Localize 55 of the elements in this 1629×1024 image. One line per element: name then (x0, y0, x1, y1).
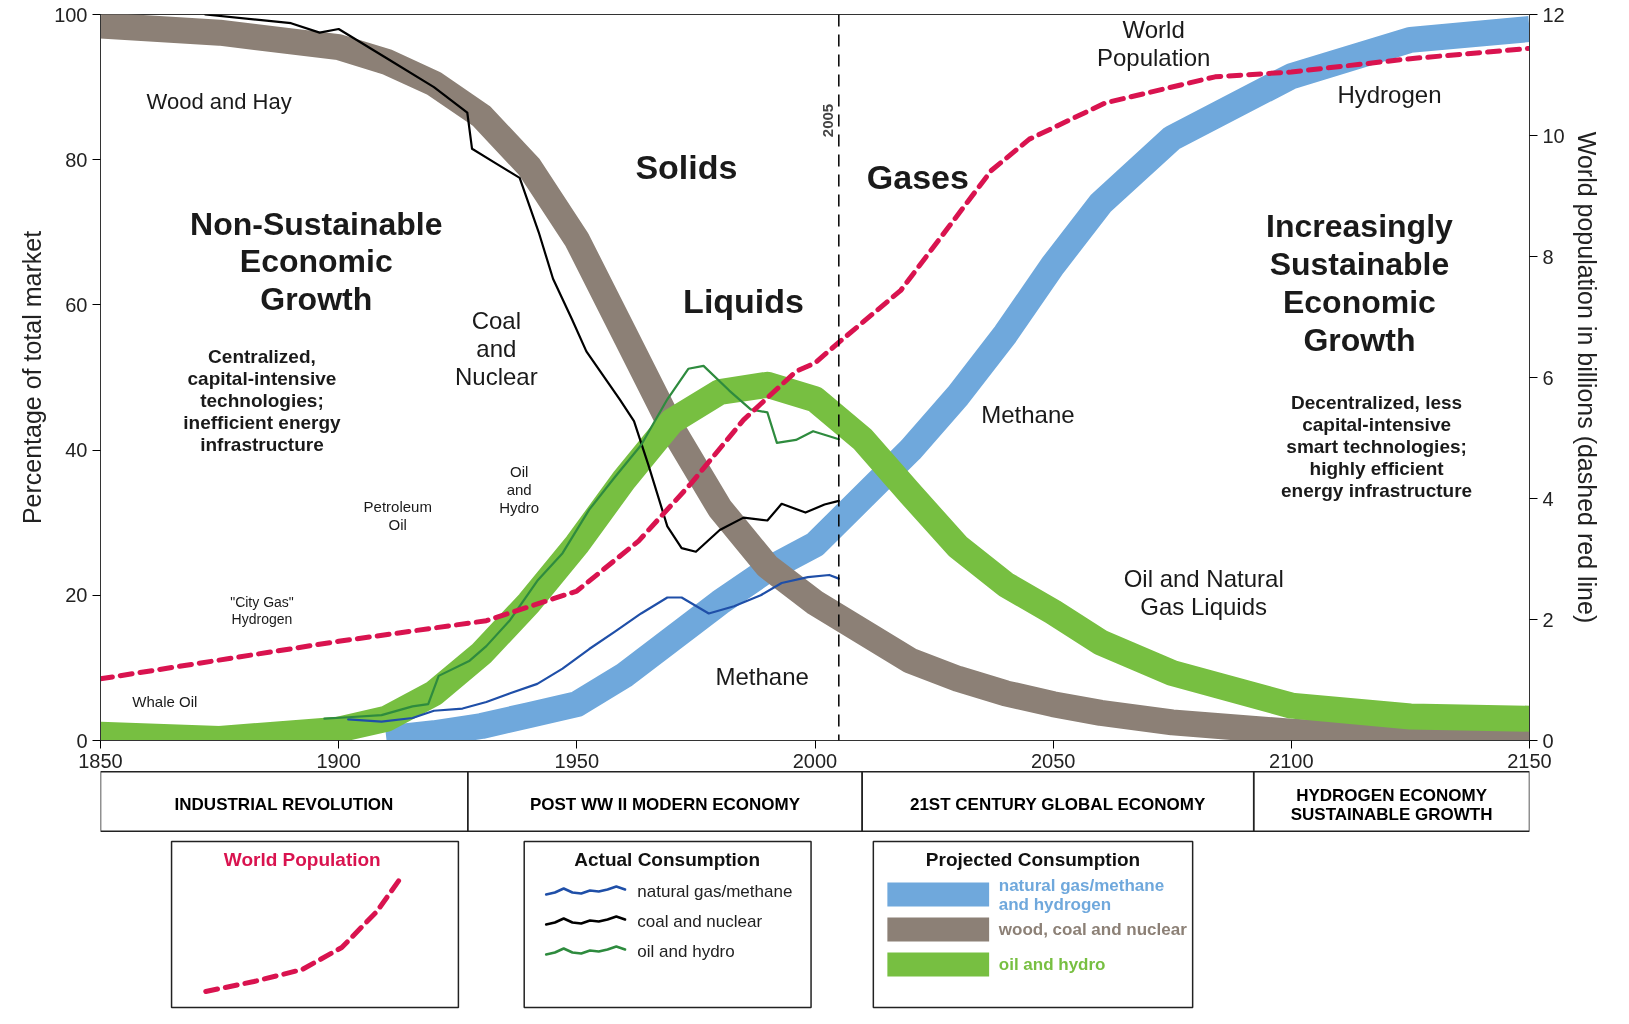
annotation: Coal and Nuclear (454, 306, 538, 391)
y2-tick-label: 12 (1542, 3, 1565, 26)
annotation: Decentralized, less capital-intensive smart technologies; highly efficient energy infrastructure (1281, 391, 1473, 502)
legend-label: oil and hydro (637, 942, 735, 961)
annotation: Wood and Hay (146, 89, 292, 115)
text: natural gas/methane and hydrogen (998, 875, 1165, 914)
y-tick-label: 20 (65, 584, 88, 607)
text: Projected Consumption (925, 849, 1141, 870)
y2-tick-label: 10 (1542, 124, 1565, 147)
legend-label: natural gas/methane (637, 882, 793, 901)
annotation: Oil and Natural Gas Liquids (1123, 564, 1284, 621)
annotation: Whale Oil (132, 692, 198, 710)
annotation: Hydrogen (1337, 80, 1442, 108)
annotation: Liquids (683, 281, 804, 320)
y2-tick-label: 2 (1542, 608, 1554, 631)
y-tick-label: 100 (54, 3, 88, 26)
line-series (347, 573, 840, 723)
annotation: Oil and Hydro (499, 462, 540, 516)
ref-line-label: 2005 (818, 103, 836, 138)
annotation: Solids (635, 147, 738, 186)
annotation: Non-Sustainable Economic Growth (190, 205, 443, 318)
x-tick-label: 1950 (554, 749, 600, 772)
text: oil and hydro (998, 955, 1106, 974)
text: wood, coal and nuclear (997, 920, 1188, 939)
x-tick-label: 2050 (1030, 749, 1076, 772)
text: World Population (223, 849, 381, 870)
y-tick-label: 0 (76, 729, 88, 752)
text: INDUSTRIAL REVOLUTION (174, 795, 394, 815)
legend-label: coal and nuclear (637, 912, 763, 931)
text: 21ST CENTURY GLOBAL ECONOMY (909, 795, 1206, 815)
text: Actual Consumption (574, 849, 761, 870)
annotation: Increasingly Sustainable Economic Growth (1266, 208, 1454, 358)
x-tick-label: 1850 (78, 749, 123, 772)
y-axis-title: Percentage of total market (18, 230, 47, 525)
text: POST WW II MODERN ECONOMY (529, 795, 801, 815)
y-tick-label: 80 (65, 148, 88, 171)
text: HYDROGEN ECONOMY SUSTAINABLE GROWTH (1290, 785, 1493, 824)
annotation: Gases (866, 158, 969, 197)
annotation: "City Gas" Hydrogen (230, 594, 294, 627)
x-tick-label: 2150 (1507, 749, 1552, 772)
annotation: World Population (1096, 15, 1211, 72)
y2-tick-label: 0 (1542, 729, 1554, 752)
annotation: Methane (715, 663, 809, 691)
annotation: Centralized, capital-intensive technologies; inefficient energy infrastructure (183, 346, 342, 456)
y-tick-label: 60 (65, 293, 88, 316)
y2-tick-label: 4 (1542, 487, 1554, 510)
x-tick-label: 2100 (1269, 749, 1314, 772)
y2-axis-title: World population in billions (dashed red line) (1572, 131, 1601, 624)
x-tick-label: 2000 (792, 749, 838, 772)
y2-tick-label: 8 (1542, 245, 1554, 268)
y-tick-label: 40 (65, 439, 88, 462)
annotation: Methane (981, 401, 1075, 429)
y2-tick-label: 6 (1542, 366, 1554, 389)
x-tick-label: 1900 (316, 749, 361, 772)
annotation: Petroleum Oil (363, 498, 432, 533)
